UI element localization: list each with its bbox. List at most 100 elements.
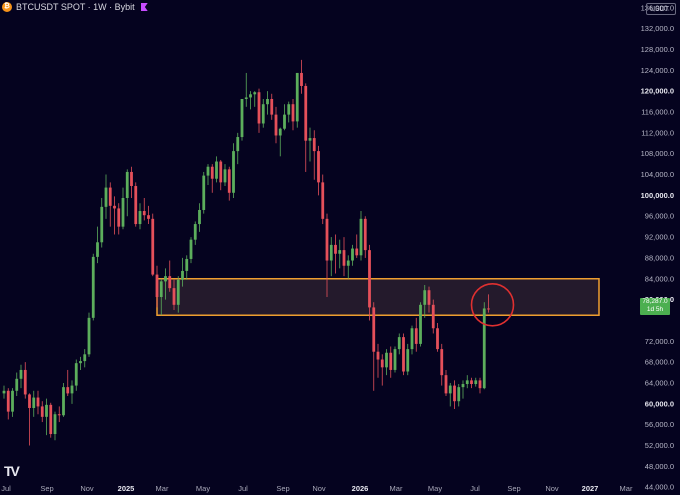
price-tick-label: 88,000.0 (645, 253, 674, 262)
price-axis[interactable]: 136,000.0 132,000.0 128,000.0 124,000.0 120,… (641, 3, 674, 491)
time-tick-label: Jul (238, 484, 248, 493)
time-tick-label: Mar (390, 484, 403, 493)
candle-body (287, 104, 291, 115)
candle-body (351, 248, 354, 261)
candle-body (168, 276, 172, 289)
time-tick-label: Mar (156, 484, 169, 493)
candle-body (346, 260, 350, 266)
candle-body (329, 244, 333, 261)
candle-body (40, 406, 44, 417)
candle-body (474, 380, 478, 385)
candle-body (440, 349, 444, 376)
candle-body (79, 361, 82, 364)
candle-body (104, 187, 108, 207)
price-tick-label: 108,000.0 (641, 149, 674, 158)
candle-body (478, 380, 482, 389)
time-tick-label: Nov (545, 484, 559, 493)
candle-body (193, 224, 197, 240)
candle-body (215, 161, 218, 179)
time-tick-label: Sep (276, 484, 289, 493)
candle-body (334, 244, 337, 254)
candle-body (470, 380, 473, 385)
price-tick-label: 56,000.0 (645, 420, 674, 429)
candle-body (202, 175, 206, 210)
support-zone-layer (156, 278, 600, 316)
candle-body (181, 270, 184, 280)
candle-body (482, 308, 486, 389)
time-tick-label: 2027 (582, 484, 599, 493)
candle-body (164, 276, 167, 282)
candle-body (325, 218, 329, 261)
candle-body (23, 369, 27, 395)
time-tick-label: Nov (80, 484, 94, 493)
candle-body (291, 104, 295, 122)
price-tick-label: 112,000.0 (641, 128, 674, 137)
price-tick-label: 64,000.0 (645, 378, 674, 387)
candle-body (138, 211, 142, 225)
time-tick-label: Jul (470, 484, 480, 493)
candle-body (453, 385, 456, 402)
price-tick-label: 48,000.0 (645, 462, 674, 471)
currency-selector[interactable]: USDT (646, 3, 676, 15)
price-tick-label: 128,000.0 (641, 45, 674, 54)
price-tick-label: 100,000.0 (641, 191, 674, 200)
candle-body (57, 414, 61, 416)
candle-body (376, 351, 380, 360)
time-tick-label: 2025 (118, 484, 135, 493)
candle-body (206, 166, 210, 176)
flag-icon[interactable] (140, 3, 148, 11)
candle-body (130, 171, 133, 187)
time-axis[interactable]: Jul Sep Nov 2025 Mar May Jul Sep Nov 2026 Mar May Ju… (1, 484, 633, 493)
symbol-title: BTCUSDT SPOT · 1W · Bybit (16, 2, 135, 12)
highlight-circle[interactable] (470, 283, 515, 327)
candle-body (232, 151, 235, 193)
candle-body (261, 104, 265, 124)
price-tick-label: 120,000.0 (641, 87, 674, 96)
price-tick-label: 92,000.0 (645, 233, 674, 242)
candle-body (266, 99, 269, 105)
candle-body (295, 72, 299, 122)
time-tick-label: Nov (312, 484, 326, 493)
candle-body (372, 307, 376, 352)
candle-body (402, 337, 405, 372)
candles-layer (2, 59, 490, 446)
candle-body (32, 397, 36, 408)
price-tick-label: 44,000.0 (645, 483, 674, 492)
candle-body (70, 385, 74, 394)
candle-body (448, 385, 452, 394)
candle-body (134, 186, 138, 225)
price-tick-label: 132,000.0 (641, 24, 674, 33)
candle-body (147, 215, 150, 219)
time-tick-label: Sep (507, 484, 520, 493)
candle-body (91, 256, 95, 318)
candle-body (457, 387, 461, 402)
price-tick-label: 60,000.0 (645, 399, 674, 408)
candle-body (423, 290, 427, 305)
support-zone-box[interactable] (156, 278, 600, 316)
candle-body (283, 114, 286, 129)
candle-body (236, 137, 240, 152)
candle-body (172, 288, 176, 305)
price-tick-label: 52,000.0 (645, 441, 674, 450)
candle-body (270, 99, 274, 115)
candle-body (219, 161, 223, 183)
candle-body (151, 218, 155, 275)
candle-body (249, 94, 252, 98)
tradingview-logo-icon[interactable]: TV (4, 463, 20, 479)
symbol-header[interactable]: ₿ BTCUSDT SPOT · 1W · Bybit (0, 0, 148, 14)
candle-body (300, 72, 303, 86)
candle-body (244, 97, 248, 99)
candle-body (6, 390, 10, 412)
price-tick-label: 72,000.0 (645, 337, 674, 346)
price-tick-label: 124,000.0 (641, 66, 674, 75)
candle-body (142, 211, 146, 216)
candle-body (189, 239, 193, 259)
price-tick-label: 84,000.0 (645, 274, 674, 283)
candle-body (444, 375, 448, 394)
candle-body (125, 171, 129, 198)
candle-body (427, 290, 431, 305)
candle-body (11, 390, 14, 412)
candle-body (227, 169, 231, 193)
